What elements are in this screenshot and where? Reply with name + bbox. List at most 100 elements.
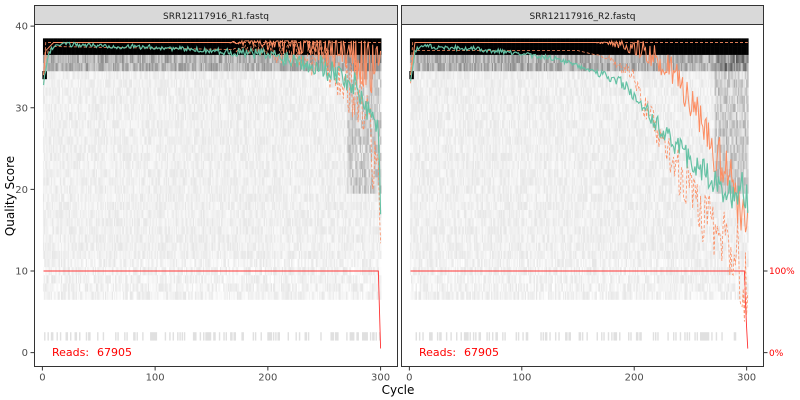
heatmap-cell — [206, 234, 208, 243]
heatmap-cell — [378, 234, 381, 243]
heatmap-cell — [346, 258, 348, 268]
heatmap-cell — [95, 226, 98, 235]
heatmap-cell — [341, 258, 344, 268]
heatmap-cell — [151, 283, 153, 292]
heatmap-cell — [129, 258, 132, 268]
heatmap-cell — [48, 258, 51, 268]
heatmap-cell — [222, 226, 224, 235]
heatmap-cell — [351, 275, 354, 284]
heatmap-cell — [210, 283, 213, 292]
heatmap-cell — [305, 250, 308, 259]
heatmap-cell — [184, 201, 187, 210]
heatmap-cell — [99, 283, 101, 292]
heatmap-cell — [268, 275, 270, 284]
heatmap-cell — [266, 283, 268, 292]
heatmap-cell — [322, 217, 324, 227]
heatmap-cell — [237, 226, 240, 235]
heatmap-cell — [304, 226, 306, 235]
heatmap-cell — [312, 242, 314, 251]
heatmap-cell — [160, 209, 162, 219]
heatmap-cell — [200, 217, 203, 227]
heatmap-cell — [118, 234, 120, 243]
heatmap-cell — [198, 201, 200, 210]
heatmap-cell — [179, 332, 181, 341]
heatmap-cell — [178, 283, 180, 292]
heatmap-cell — [45, 283, 47, 292]
heatmap-cell — [316, 283, 319, 292]
heatmap-cell — [214, 234, 216, 243]
heatmap-cell — [294, 291, 296, 300]
heatmap-cell — [94, 283, 97, 292]
heatmap-cell — [217, 258, 220, 268]
heatmap-cell — [244, 226, 247, 235]
heatmap-cell — [94, 291, 97, 300]
heatmap-cell — [259, 217, 261, 227]
heatmap-cell — [147, 226, 150, 235]
heatmap-cell — [148, 250, 151, 259]
heatmap-cell — [243, 217, 246, 227]
heatmap-cell — [66, 283, 69, 292]
heatmap-cell — [284, 291, 286, 300]
heatmap-cell — [62, 234, 64, 243]
heatmap-cell — [165, 250, 168, 259]
heatmap-cell — [178, 226, 180, 235]
heatmap-cell — [297, 275, 300, 284]
heatmap-cell — [214, 242, 216, 251]
heatmap-cell — [274, 226, 276, 235]
heatmap-cell — [333, 275, 336, 284]
heatmap-cell — [210, 234, 213, 243]
heatmap-cell — [217, 275, 220, 284]
heatmap-cell — [116, 242, 118, 251]
heatmap-cell — [336, 258, 338, 268]
heatmap-cell — [54, 234, 56, 243]
heatmap-cell — [150, 226, 152, 235]
heatmap-cell — [118, 242, 120, 251]
heatmap-cell — [321, 291, 323, 300]
heatmap-cell — [100, 226, 102, 235]
heatmap-cell — [83, 234, 85, 243]
heatmap-cell — [261, 283, 264, 292]
heatmap-cell — [249, 258, 251, 268]
heatmap-cell — [258, 226, 260, 235]
heatmap-cell — [271, 209, 274, 219]
heatmap-cell — [287, 234, 290, 243]
heatmap-cell — [215, 275, 217, 284]
heatmap-cell — [355, 275, 357, 284]
heatmap-cell — [351, 291, 354, 300]
heatmap-cell — [276, 291, 278, 300]
heatmap-cell — [243, 234, 246, 243]
heatmap-cell — [286, 291, 288, 300]
heatmap-cell — [213, 332, 215, 341]
heatmap-cell — [333, 242, 336, 251]
heatmap-cell — [97, 217, 99, 227]
heatmap-cell — [297, 234, 300, 243]
heatmap-cell — [70, 209, 72, 219]
heatmap-cell — [325, 283, 328, 292]
heatmap-cell — [286, 275, 288, 284]
heatmap-cell — [368, 234, 371, 243]
heatmap-cell — [181, 201, 184, 210]
heatmap-cell — [144, 283, 146, 292]
heatmap-cell — [346, 283, 348, 292]
heatmap-cell — [188, 209, 190, 219]
heatmap-cell — [281, 291, 284, 300]
heatmap-cell — [72, 217, 74, 227]
heatmap-cell — [378, 250, 381, 259]
heatmap-cell — [265, 217, 267, 227]
heatmap-cell — [141, 250, 143, 259]
heatmap-cell — [215, 250, 217, 259]
heatmap-cell — [151, 226, 153, 235]
heatmap-cell — [236, 283, 239, 292]
heatmap-cell — [338, 250, 340, 259]
heatmap-cell — [180, 283, 182, 292]
heatmap-cell — [206, 291, 208, 300]
heatmap-cell — [348, 209, 350, 219]
heatmap-cell — [261, 234, 264, 243]
heatmap-cell — [364, 258, 366, 268]
heatmap-cell — [302, 226, 304, 235]
heatmap-cell — [249, 283, 251, 292]
heatmap-cell — [138, 283, 141, 292]
heatmap-cell — [163, 242, 166, 251]
heatmap-cell — [312, 209, 314, 219]
heatmap-cell — [177, 226, 179, 235]
